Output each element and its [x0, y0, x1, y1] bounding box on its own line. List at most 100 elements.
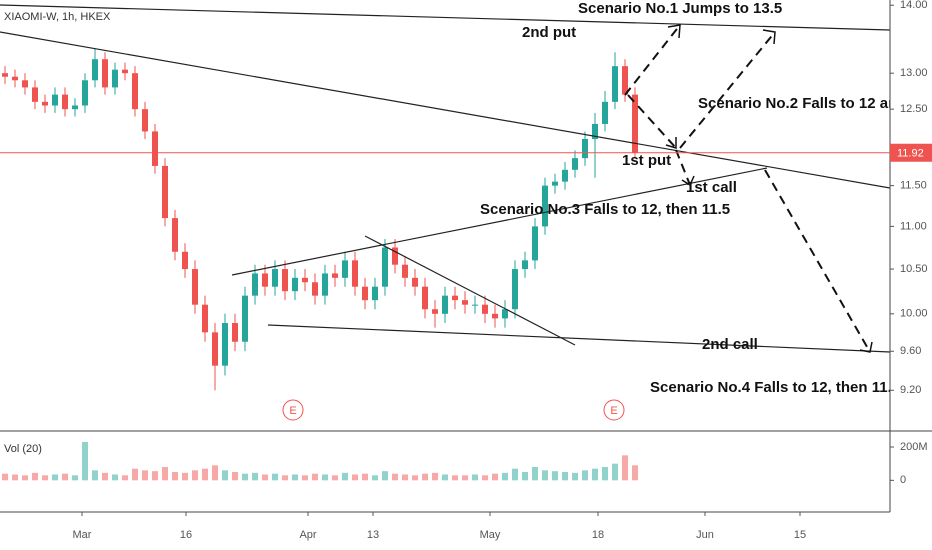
candle-body: [482, 304, 488, 314]
candle-body: [372, 286, 378, 301]
volume-bar: [332, 475, 338, 481]
candle-body: [142, 109, 148, 132]
event-icon[interactable]: [603, 399, 625, 421]
volume-bar: [172, 472, 178, 481]
candle-body: [252, 273, 258, 296]
volume-bar: [612, 463, 618, 481]
annotation: 1st call: [686, 179, 737, 196]
event-label[interactable]: E: [610, 405, 617, 417]
x-tick-label: Mar: [73, 529, 92, 541]
volume-bar: [392, 473, 398, 481]
candle-body: [12, 76, 18, 81]
volume-bar: [302, 475, 308, 481]
volume-bar: [372, 475, 378, 481]
candle-body: [182, 251, 188, 270]
arrow-head: [667, 24, 681, 39]
volume-bar: [42, 475, 48, 481]
y-tick-label: 200M: [900, 441, 928, 453]
volume-bar: [52, 474, 58, 481]
candle-body: [562, 169, 568, 182]
annotation: Scenario No.3 Falls to 12, then 11.5: [480, 201, 730, 218]
annotation: Scenario No.2 Falls to 12 ar: [698, 95, 894, 112]
candle-body: [262, 273, 268, 287]
candle-body: [602, 101, 608, 124]
arrow-head: [762, 29, 776, 45]
candle-body: [272, 269, 278, 287]
volume-bar: [262, 474, 268, 481]
candle-body: [2, 73, 8, 77]
candle-body: [322, 273, 328, 296]
candle-body: [432, 309, 438, 314]
volume-bar: [32, 472, 38, 481]
volume-bar: [492, 473, 498, 481]
candle-body: [532, 226, 538, 261]
volume-bar: [12, 474, 18, 481]
candle-body: [102, 59, 108, 88]
y-tick-label: 0: [900, 474, 906, 486]
candle-body: [122, 69, 128, 74]
annotation: 2nd put: [522, 24, 576, 41]
annotation: Scenario No.1 Jumps to 13.5: [578, 0, 782, 17]
candle-body: [402, 264, 408, 278]
trend-line: [0, 31, 890, 189]
x-tick-label: Apr: [299, 529, 316, 541]
volume-bar: [222, 470, 228, 481]
candle-body: [42, 101, 48, 106]
y-tick-label: 11.00: [900, 220, 927, 232]
candle-body: [352, 260, 358, 287]
candle-body: [422, 286, 428, 310]
candle-body: [632, 94, 638, 153]
volume-bar: [272, 473, 278, 481]
volume-bar: [142, 470, 148, 481]
x-tick-label: 18: [592, 529, 604, 541]
candle-body: [222, 323, 228, 366]
volume-bar: [122, 475, 128, 481]
volume-bar: [522, 472, 528, 481]
candle-body: [492, 313, 498, 319]
x-tick-label: 13: [367, 529, 379, 541]
volume-bar: [592, 468, 598, 481]
y-tick-label: 9.20: [900, 384, 921, 396]
volume-bar: [132, 468, 138, 481]
volume-bar: [572, 472, 578, 481]
volume-bar: [602, 467, 608, 481]
y-tick-label: 11.50: [900, 180, 927, 192]
candle-body: [362, 286, 368, 301]
candle-body: [162, 165, 168, 219]
annotation: 1st put: [622, 152, 671, 169]
volume-bar: [532, 467, 538, 481]
volume-bar: [2, 473, 8, 481]
volume-bar: [22, 475, 28, 481]
annotation: Scenario No.4 Falls to 12, then 11.: [650, 379, 892, 396]
x-tick-label: Jun: [696, 529, 714, 541]
volume-bar: [242, 473, 248, 481]
chart-title: XIAOMI-W, 1h, HKEX: [4, 11, 111, 23]
arrow: [627, 94, 677, 149]
candle-body: [462, 300, 468, 305]
candle-body: [112, 69, 118, 88]
candle-body: [132, 73, 138, 110]
candle-body: [312, 282, 318, 296]
y-tick-label: 14.00: [900, 0, 928, 11]
candle-body: [522, 260, 528, 270]
candle-body: [512, 269, 518, 310]
candle-body: [292, 277, 298, 292]
candle-body: [472, 304, 478, 306]
volume-bar: [542, 470, 548, 481]
volume-bar: [582, 470, 588, 481]
volume-bar: [352, 474, 358, 481]
candle-body: [92, 59, 98, 81]
trend-line: [364, 235, 576, 346]
volume-bar: [62, 473, 68, 481]
candle-body: [232, 323, 238, 342]
event-icon[interactable]: [282, 399, 304, 421]
volume-bar: [482, 475, 488, 481]
candle-body: [572, 158, 578, 170]
volume-bar: [512, 468, 518, 481]
volume-bar: [462, 475, 468, 481]
candle-body: [212, 332, 218, 366]
y-tick-label: 9.60: [900, 345, 921, 357]
volume-bar: [552, 471, 558, 481]
candle-body: [302, 277, 308, 283]
event-label[interactable]: E: [289, 405, 296, 417]
